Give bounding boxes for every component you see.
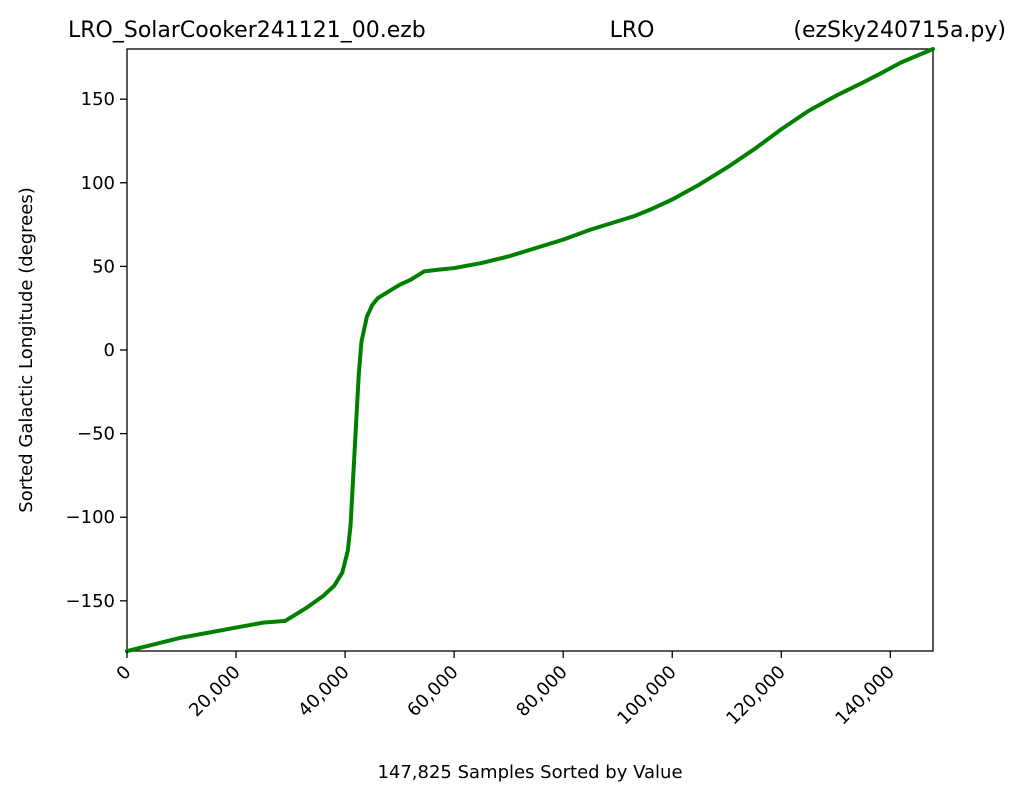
y-axis-ticks: −150 −100 −50 0 50 100 150: [66, 89, 127, 612]
series-line-1: [125, 47, 935, 653]
title-center: LRO: [610, 18, 655, 43]
title-left: LRO_SolarCooker241121_00.ezb: [68, 18, 426, 43]
y-tick-label: 100: [81, 173, 115, 194]
title-right: (ezSky240715a.py): [793, 18, 1006, 43]
y-tick-label: 0: [104, 340, 115, 361]
x-axis-label: 147,825 Samples Sorted by Value: [377, 762, 682, 783]
y-tick-label: −50: [77, 424, 115, 445]
y-tick-label: −100: [66, 507, 115, 528]
y-axis-label: Sorted Galactic Longitude (degrees): [16, 187, 37, 512]
series-layer: [125, 47, 935, 653]
y-tick-label: −150: [66, 591, 115, 612]
y-tick-label: 150: [81, 89, 115, 110]
y-tick-label: 50: [92, 256, 115, 277]
